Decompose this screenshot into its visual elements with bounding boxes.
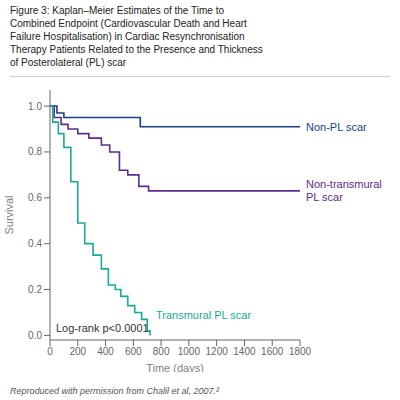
- svg-text:0.8: 0.8: [28, 146, 42, 157]
- svg-text:Non-transmuralPL scar: Non-transmuralPL scar: [306, 178, 382, 203]
- svg-text:1000: 1000: [178, 346, 201, 357]
- svg-text:Transmural PL scar: Transmural PL scar: [156, 309, 251, 321]
- svg-text:1.0: 1.0: [28, 101, 42, 112]
- svg-text:1400: 1400: [233, 346, 256, 357]
- svg-text:Log-rank p<0.0001: Log-rank p<0.0001: [56, 322, 149, 334]
- svg-text:1800: 1800: [289, 346, 312, 357]
- svg-text:Time (days): Time (days): [146, 362, 204, 372]
- html-text:Reproduced with permission fro: Reproduced with permission from Chalil e…: [10, 386, 220, 396]
- svg-text:0: 0: [47, 346, 53, 357]
- svg-text:400: 400: [97, 346, 114, 357]
- html-text:Figure 3: Kaplan–Meier Estimat: Figure 3: Kaplan–Meier Estimates of the …: [10, 5, 263, 68]
- svg-text:Survival: Survival: [8, 195, 15, 234]
- svg-text:0.2: 0.2: [28, 284, 42, 295]
- svg-text:0.6: 0.6: [28, 192, 42, 203]
- svg-text:0.4: 0.4: [28, 238, 42, 249]
- svg-text:1200: 1200: [206, 346, 229, 357]
- svg-text:600: 600: [125, 346, 142, 357]
- svg-text:Non-PL scar: Non-PL scar: [306, 121, 367, 133]
- svg-text:800: 800: [153, 346, 170, 357]
- svg-text:0.0: 0.0: [28, 330, 42, 341]
- svg-text:1600: 1600: [261, 346, 284, 357]
- svg-text:200: 200: [69, 346, 86, 357]
